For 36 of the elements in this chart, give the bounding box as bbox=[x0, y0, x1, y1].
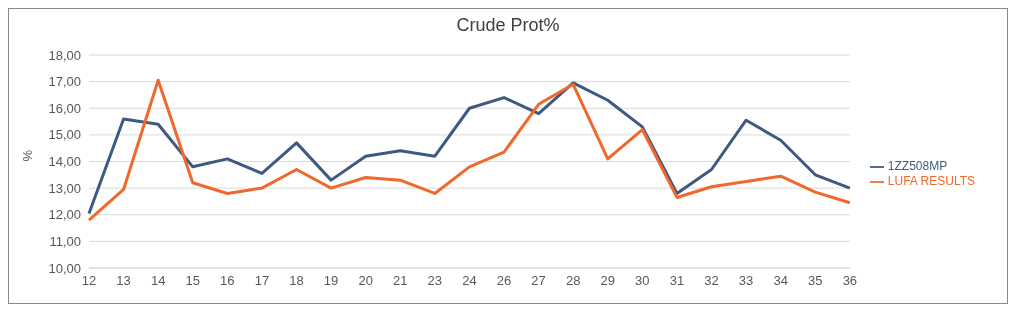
legend-label: 1ZZ508MP bbox=[887, 159, 948, 174]
y-tick-label: 12,00 bbox=[48, 207, 81, 223]
x-tick-label: 31 bbox=[669, 273, 685, 289]
chart-title: Crude Prot% bbox=[455, 14, 561, 37]
y-tick-label: 16,00 bbox=[48, 100, 81, 116]
x-tick-label: 14 bbox=[150, 273, 166, 289]
x-tick-label: 12 bbox=[81, 273, 97, 289]
x-tick-label: 33 bbox=[738, 273, 754, 289]
x-tick-label: 18 bbox=[289, 273, 304, 289]
y-tick-label: 11,00 bbox=[49, 233, 81, 249]
x-tick-label: 21 bbox=[393, 273, 408, 289]
y-tick-label: 13,00 bbox=[48, 180, 81, 196]
y-tick-label: 15,00 bbox=[48, 127, 81, 143]
x-tick-label: 36 bbox=[842, 273, 858, 289]
x-tick-label: 15 bbox=[185, 273, 200, 289]
legend-label: LUFA RESULTS bbox=[887, 174, 975, 188]
x-tick-label: 13 bbox=[116, 273, 131, 289]
x-tick-label: 30 bbox=[635, 273, 650, 289]
x-tick-label: 24 bbox=[462, 273, 477, 289]
x-tick-label: 29 bbox=[600, 273, 615, 289]
x-tick-label: 19 bbox=[323, 273, 339, 289]
x-tick-label: 32 bbox=[704, 273, 719, 289]
y-tick-label: 10,00 bbox=[48, 260, 81, 276]
x-tick-label: 16 bbox=[220, 273, 235, 289]
x-tick-label: 27 bbox=[531, 273, 546, 289]
y-tick-label: 18,00 bbox=[48, 47, 81, 63]
x-tick-label: 34 bbox=[773, 273, 788, 289]
y-axis-title: % bbox=[19, 149, 35, 162]
x-tick-label: 20 bbox=[358, 273, 373, 289]
x-tick-label: 17 bbox=[254, 273, 270, 289]
y-tick-label: 17,00 bbox=[48, 74, 81, 90]
x-tick-label: 35 bbox=[808, 273, 823, 289]
y-tick-label: 14,00 bbox=[48, 154, 81, 170]
x-tick-label: 23 bbox=[427, 273, 443, 289]
x-tick-label: 26 bbox=[496, 273, 512, 289]
x-tick-label: 28 bbox=[565, 273, 581, 289]
